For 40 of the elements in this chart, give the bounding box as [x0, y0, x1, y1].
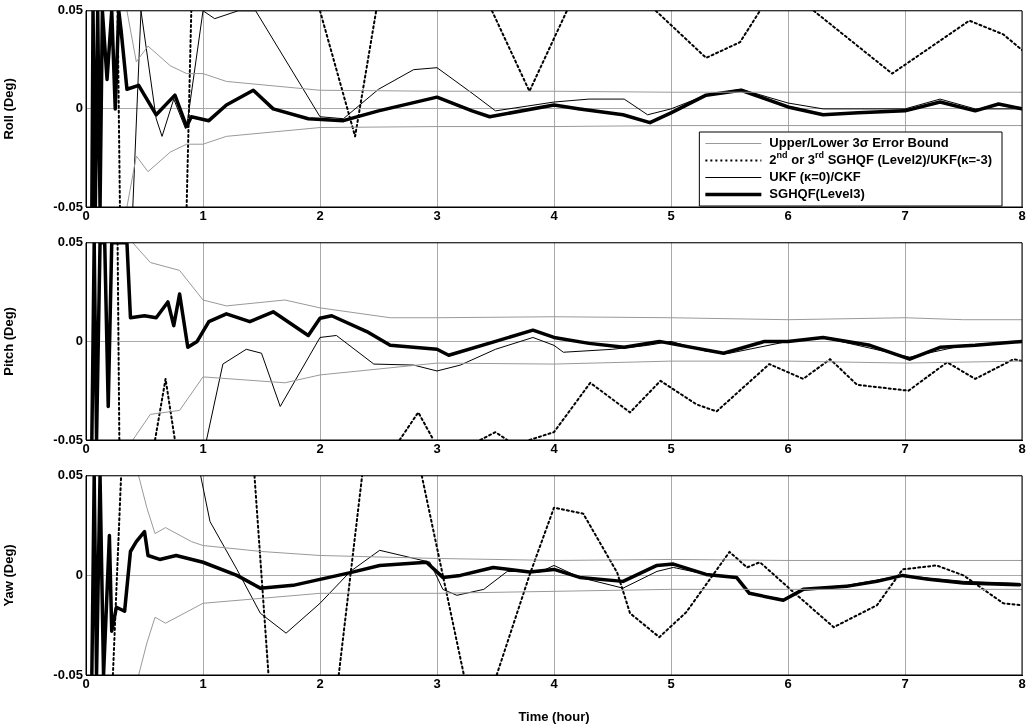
y-axis-title: Yaw (Deg) [1, 544, 17, 607]
x-axis-title: Time (hour) [518, 708, 590, 724]
x-tick-label: 2 [316, 676, 324, 692]
x-tick-label: 6 [784, 676, 792, 692]
x-tick-label: 5 [667, 441, 675, 457]
x-tick-label: 3 [433, 208, 441, 224]
x-tick-label: 2 [316, 208, 324, 224]
x-tick-label: 4 [550, 441, 559, 457]
y-tick-label: 0 [75, 100, 83, 116]
y-tick-label: -0.05 [53, 431, 83, 447]
y-tick-label: 0.05 [57, 467, 83, 483]
x-tick-label: 1 [199, 441, 207, 457]
x-tick-label: 6 [784, 441, 792, 457]
y-tick-label: -0.05 [53, 666, 83, 682]
x-tick-label: 1 [199, 208, 207, 224]
x-tick-label: 5 [667, 208, 675, 224]
x-tick-label: 4 [550, 208, 559, 224]
x-tick-label: 8 [1018, 441, 1026, 457]
x-tick-label: 6 [784, 208, 792, 224]
y-tick-label: 0.05 [57, 2, 83, 18]
legend-label: SGHQF(Level3) [769, 186, 865, 202]
y-tick-label: -0.05 [53, 198, 83, 214]
x-tick-label: 3 [433, 441, 441, 457]
x-tick-label: 7 [901, 208, 909, 224]
x-tick-label: 8 [1018, 676, 1026, 692]
x-tick-label: 7 [901, 441, 909, 457]
x-tick-label: 2 [316, 441, 324, 457]
y-tick-label: 0 [75, 332, 83, 348]
legend-label: UKF (κ=0)/CKF [769, 169, 861, 185]
x-tick-label: 3 [433, 676, 441, 692]
y-axis-title: Pitch (Deg) [1, 307, 17, 376]
x-tick-label: 7 [901, 676, 909, 692]
legend-label: Upper/Lower 3σ Error Bound [769, 135, 949, 151]
x-tick-label: 4 [550, 676, 559, 692]
y-axis-title: Roll (Deg) [1, 78, 17, 140]
x-tick-label: 8 [1018, 208, 1026, 224]
x-tick-label: 5 [667, 676, 675, 692]
y-tick-label: 0 [75, 566, 83, 582]
y-tick-label: 0.05 [57, 234, 83, 250]
x-tick-label: 1 [199, 676, 207, 692]
